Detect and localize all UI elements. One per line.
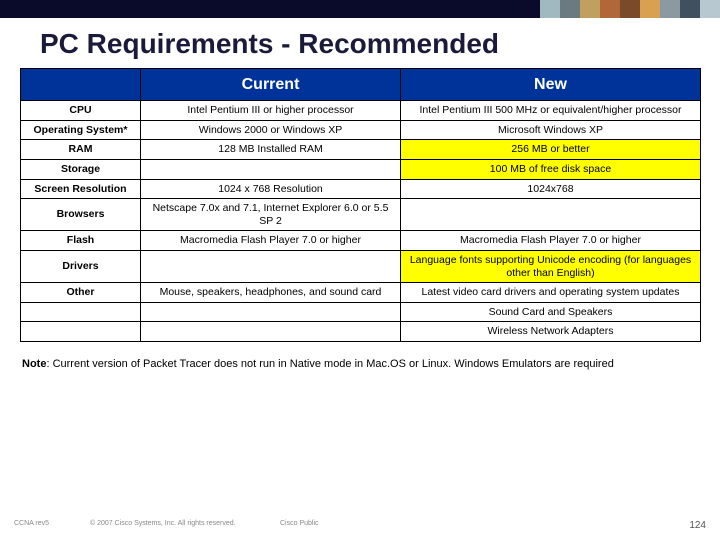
row-label: Operating System*: [21, 120, 141, 140]
cell-new: Intel Pentium III 500 MHz or equivalent/…: [401, 101, 701, 121]
table-body: CPUIntel Pentium III or higher processor…: [21, 101, 701, 342]
page-title: PC Requirements - Recommended: [0, 18, 720, 68]
cell-current: [141, 159, 401, 179]
cell-current: Intel Pentium III or higher processor: [141, 101, 401, 121]
cell-new: Wireless Network Adapters: [401, 322, 701, 342]
cell-new: Sound Card and Speakers: [401, 302, 701, 322]
footer-page: 124: [689, 520, 706, 531]
cell-current: 128 MB Installed RAM: [141, 140, 401, 160]
note-text: : Current version of Packet Tracer does …: [46, 358, 613, 370]
header-new: New: [401, 69, 701, 101]
row-label: Storage: [21, 159, 141, 179]
cell-new: Latest video card drivers and operating …: [401, 283, 701, 303]
cell-current: Netscape 7.0x and 7.1, Internet Explorer…: [141, 199, 401, 231]
row-label: Drivers: [21, 250, 141, 282]
note-label: Note: [22, 358, 46, 370]
footer-copyright: © 2007 Cisco Systems, Inc. All rights re…: [90, 520, 236, 527]
cell-new: Language fonts supporting Unicode encodi…: [401, 250, 701, 282]
header-current: Current: [141, 69, 401, 101]
table-row: FlashMacromedia Flash Player 7.0 or high…: [21, 231, 701, 251]
cell-current: Mouse, speakers, headphones, and sound c…: [141, 283, 401, 303]
row-label: Browsers: [21, 199, 141, 231]
row-label: CPU: [21, 101, 141, 121]
requirements-table: Current New CPUIntel Pentium III or high…: [20, 68, 701, 342]
note: Note: Current version of Packet Tracer d…: [0, 342, 720, 370]
top-bar: [0, 0, 720, 18]
cell-current: [141, 322, 401, 342]
cell-current: [141, 250, 401, 282]
cell-new: Macromedia Flash Player 7.0 or higher: [401, 231, 701, 251]
requirements-table-wrap: Current New CPUIntel Pentium III or high…: [0, 68, 720, 342]
header-blank: [21, 69, 141, 101]
cell-new: [401, 199, 701, 231]
cell-new: Microsoft Windows XP: [401, 120, 701, 140]
cell-new: 1024x768: [401, 179, 701, 199]
row-label: Screen Resolution: [21, 179, 141, 199]
table-extra-row: Sound Card and Speakers: [21, 302, 701, 322]
row-label: [21, 302, 141, 322]
table-row: OtherMouse, speakers, headphones, and so…: [21, 283, 701, 303]
table-extra-row: Wireless Network Adapters: [21, 322, 701, 342]
cell-new: 256 MB or better: [401, 140, 701, 160]
cell-current: Macromedia Flash Player 7.0 or higher: [141, 231, 401, 251]
cell-current: Windows 2000 or Windows XP: [141, 120, 401, 140]
cell-current: [141, 302, 401, 322]
table-row: BrowsersNetscape 7.0x and 7.1, Internet …: [21, 199, 701, 231]
table-row: CPUIntel Pentium III or higher processor…: [21, 101, 701, 121]
table-row: Screen Resolution1024 x 768 Resolution10…: [21, 179, 701, 199]
row-label: [21, 322, 141, 342]
table-row: Operating System*Windows 2000 or Windows…: [21, 120, 701, 140]
footer-public: Cisco Public: [280, 520, 319, 527]
footer: CCNA rev5 © 2007 Cisco Systems, Inc. All…: [0, 520, 720, 534]
row-label: Other: [21, 283, 141, 303]
table-row: RAM128 MB Installed RAM256 MB or better: [21, 140, 701, 160]
footer-left: CCNA rev5: [14, 520, 49, 527]
row-label: RAM: [21, 140, 141, 160]
cell-current: 1024 x 768 Resolution: [141, 179, 401, 199]
decorative-mosaic: [540, 0, 720, 18]
row-label: Flash: [21, 231, 141, 251]
table-row: Storage 100 MB of free disk space: [21, 159, 701, 179]
cell-new: 100 MB of free disk space: [401, 159, 701, 179]
table-row: Drivers Language fonts supporting Unicode…: [21, 250, 701, 282]
slide: PC Requirements - Recommended Current Ne…: [0, 0, 720, 540]
table-header-row: Current New: [21, 69, 701, 101]
